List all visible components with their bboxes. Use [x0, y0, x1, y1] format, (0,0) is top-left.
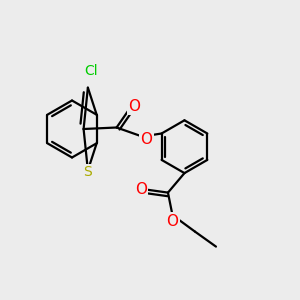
Text: O: O	[167, 214, 178, 229]
Text: O: O	[129, 99, 141, 114]
Text: O: O	[141, 132, 153, 147]
Text: Cl: Cl	[85, 64, 98, 78]
Text: S: S	[83, 165, 92, 179]
Text: O: O	[135, 182, 147, 197]
